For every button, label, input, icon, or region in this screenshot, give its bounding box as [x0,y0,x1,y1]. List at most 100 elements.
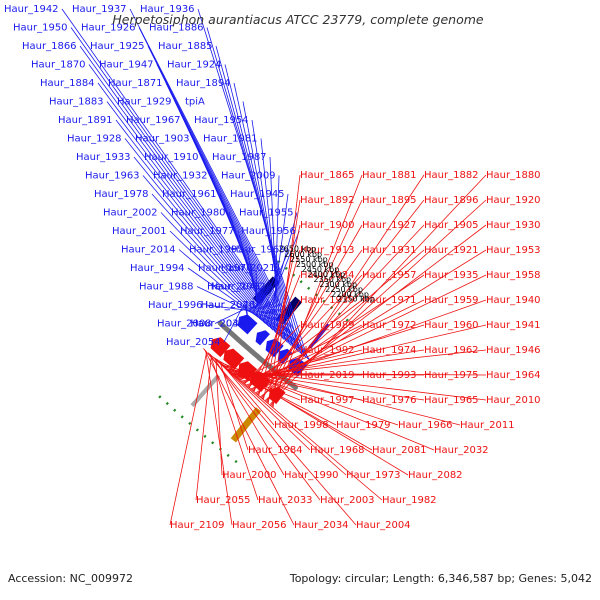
reverse-gene-label: Haur_2033 [258,495,313,506]
leader-line [235,349,487,378]
reverse-gene-label: Haur_2055 [196,495,251,506]
reverse-gene-label: Haur_1993 [362,370,417,381]
leader-line [195,355,212,501]
leader-line [220,363,249,451]
reverse-gene-label: Haur_1934 [300,270,355,281]
leader-line [209,354,259,501]
leader-line [260,138,282,338]
reverse-gene-label: Haur_1935 [424,270,479,281]
scale-tick-label: 2450 kbp [302,265,340,274]
reverse-gene-label: Haur_1992 [300,345,355,356]
forward-gene-label: Haur_2014 [121,245,176,256]
reverse-gene-label: Haur_1940 [486,295,541,306]
scale-tick-label: 2650 kbp [279,245,317,254]
genome-summary-text: Topology: circular; Length: 6,346,587 bp… [289,572,592,585]
reverse-gene-label: Haur_1971 [362,295,417,306]
forward-gene-label: Haur_1977 [180,226,235,237]
reverse-gene-label: Haur_1960 [424,320,479,331]
reverse-gene-label: Haur_2056 [232,520,287,531]
leader-line [255,267,258,317]
leader-line [269,156,279,335]
reverse-gene-label: Haur_2011 [460,420,515,431]
reverse-gene-label: Haur_2082 [408,470,463,481]
leader-line [222,365,399,426]
forward-gene-label: Haur_2040 [190,319,245,330]
reverse-gene-arrow [210,337,231,358]
reverse-gene-label: Haur_1974 [362,345,417,356]
reverse-gene-label: Haur_1962 [424,345,479,356]
reverse-gene-label: Haur_2004 [356,520,411,531]
map-title: Herpetosiphon aurantiacus ATCC 23779, co… [112,12,484,27]
reverse-gene-label: Haur_1989 [300,320,355,331]
scale-tick-label: 2150 kbp [337,295,375,304]
reverse-gene-label: Haur_1972 [362,320,417,331]
reverse-gene-label: Haur_1896 [424,195,479,206]
reverse-gene-label: Haur_1881 [362,170,417,181]
gene-labels: Haur_1942 Haur_1937 Haur_1936 Haur_1950 Haur… [4,4,541,531]
forward-gene-label: Haur_1886 [149,23,204,34]
forward-gene-label: Haur_1978 [94,189,149,200]
leader-line [224,64,297,350]
forward-gene-label: Haur_1963 [85,171,140,182]
reverse-gene-label: Haur_1982 [382,495,437,506]
leader-line [259,249,290,319]
forward-gene-label: Haur_1926 [81,23,136,34]
forward-gene-label: Haur_1995 [189,245,244,256]
leader-line [207,352,383,501]
scale-tick-label: 2600 kbp [284,250,322,259]
forward-gene-label: Haur_1925 [90,41,145,52]
reverse-gene-label: Haur_1900 [300,220,355,231]
backbone-circle [217,320,298,390]
scale-tick-label: 2550 kbp [290,255,328,264]
leader-line [212,356,409,476]
forward-gene-label: tpiA [185,97,205,108]
forward-gene-label: Haur_2020 [201,300,256,311]
leader-line [221,364,461,426]
forward-gene-arrow [265,338,284,358]
forward-gene-label: Haur_2012 [211,282,266,293]
leader-line [196,286,255,315]
forward-gene-label: Haur_1950 [13,23,68,34]
reverse-gene-label: Haur_1941 [486,320,541,331]
leader-line [229,371,301,401]
forward-gene-label: Haur_1885 [158,41,213,52]
reverse-gene-label: Haur_1882 [424,170,479,181]
accession-text: Accession: NC_009972 [8,572,134,585]
leader-line [260,224,425,399]
reverse-gene-label: Haur_2032 [434,445,489,456]
scale-tick-label: 2500 kbp [296,260,334,269]
reverse-gene-label: Haur_1913 [300,245,355,256]
forward-gene-label: Haur_2041 [207,282,262,293]
scale-tick-label: 2350 kbp [313,275,351,284]
reverse-gene-label: Haur_1975 [424,370,479,381]
label-leader-lines [61,8,487,526]
scale-tick-label: 2250 kbp [325,285,363,294]
reverse-gene-label: Haur_1966 [398,420,453,431]
reverse-gene-label: Haur_1953 [486,245,541,256]
leader-line [228,212,269,327]
leader-line [228,370,363,401]
forward-gene-label: Haur_1945 [230,189,285,200]
reverse-gene-label: Haur_1939 [300,295,355,306]
forward-gene-label: Haur_2002 [103,208,158,219]
forward-gene-label: Haur_1967 [126,115,181,126]
forward-gene-label: Haur_1871 [108,78,163,89]
reverse-gene-label: Haur_1990 [284,470,339,481]
forward-gene-label: Haur_1929 [117,97,172,108]
forward-gene-label: Haur_1994 [130,263,185,274]
leader-line [204,349,295,526]
leader-line [258,249,301,397]
forward-gene-label: Haur_1981 [203,134,258,145]
reverse-gene-label: Haur_1930 [486,220,541,231]
scale-tick-label: 2300 kbp [319,280,357,289]
forward-gene-label: Haur_1932 [153,171,208,182]
reverse-gene-label: Haur_1964 [486,370,541,381]
leader-line [217,360,435,451]
forward-gene-label: Haur_1928 [67,134,122,145]
leader-line [226,368,487,401]
outer-feature-block [190,374,221,408]
reverse-gene-label: Haur_1905 [424,220,479,231]
scale-tick-label: 2400 kbp [308,270,346,279]
